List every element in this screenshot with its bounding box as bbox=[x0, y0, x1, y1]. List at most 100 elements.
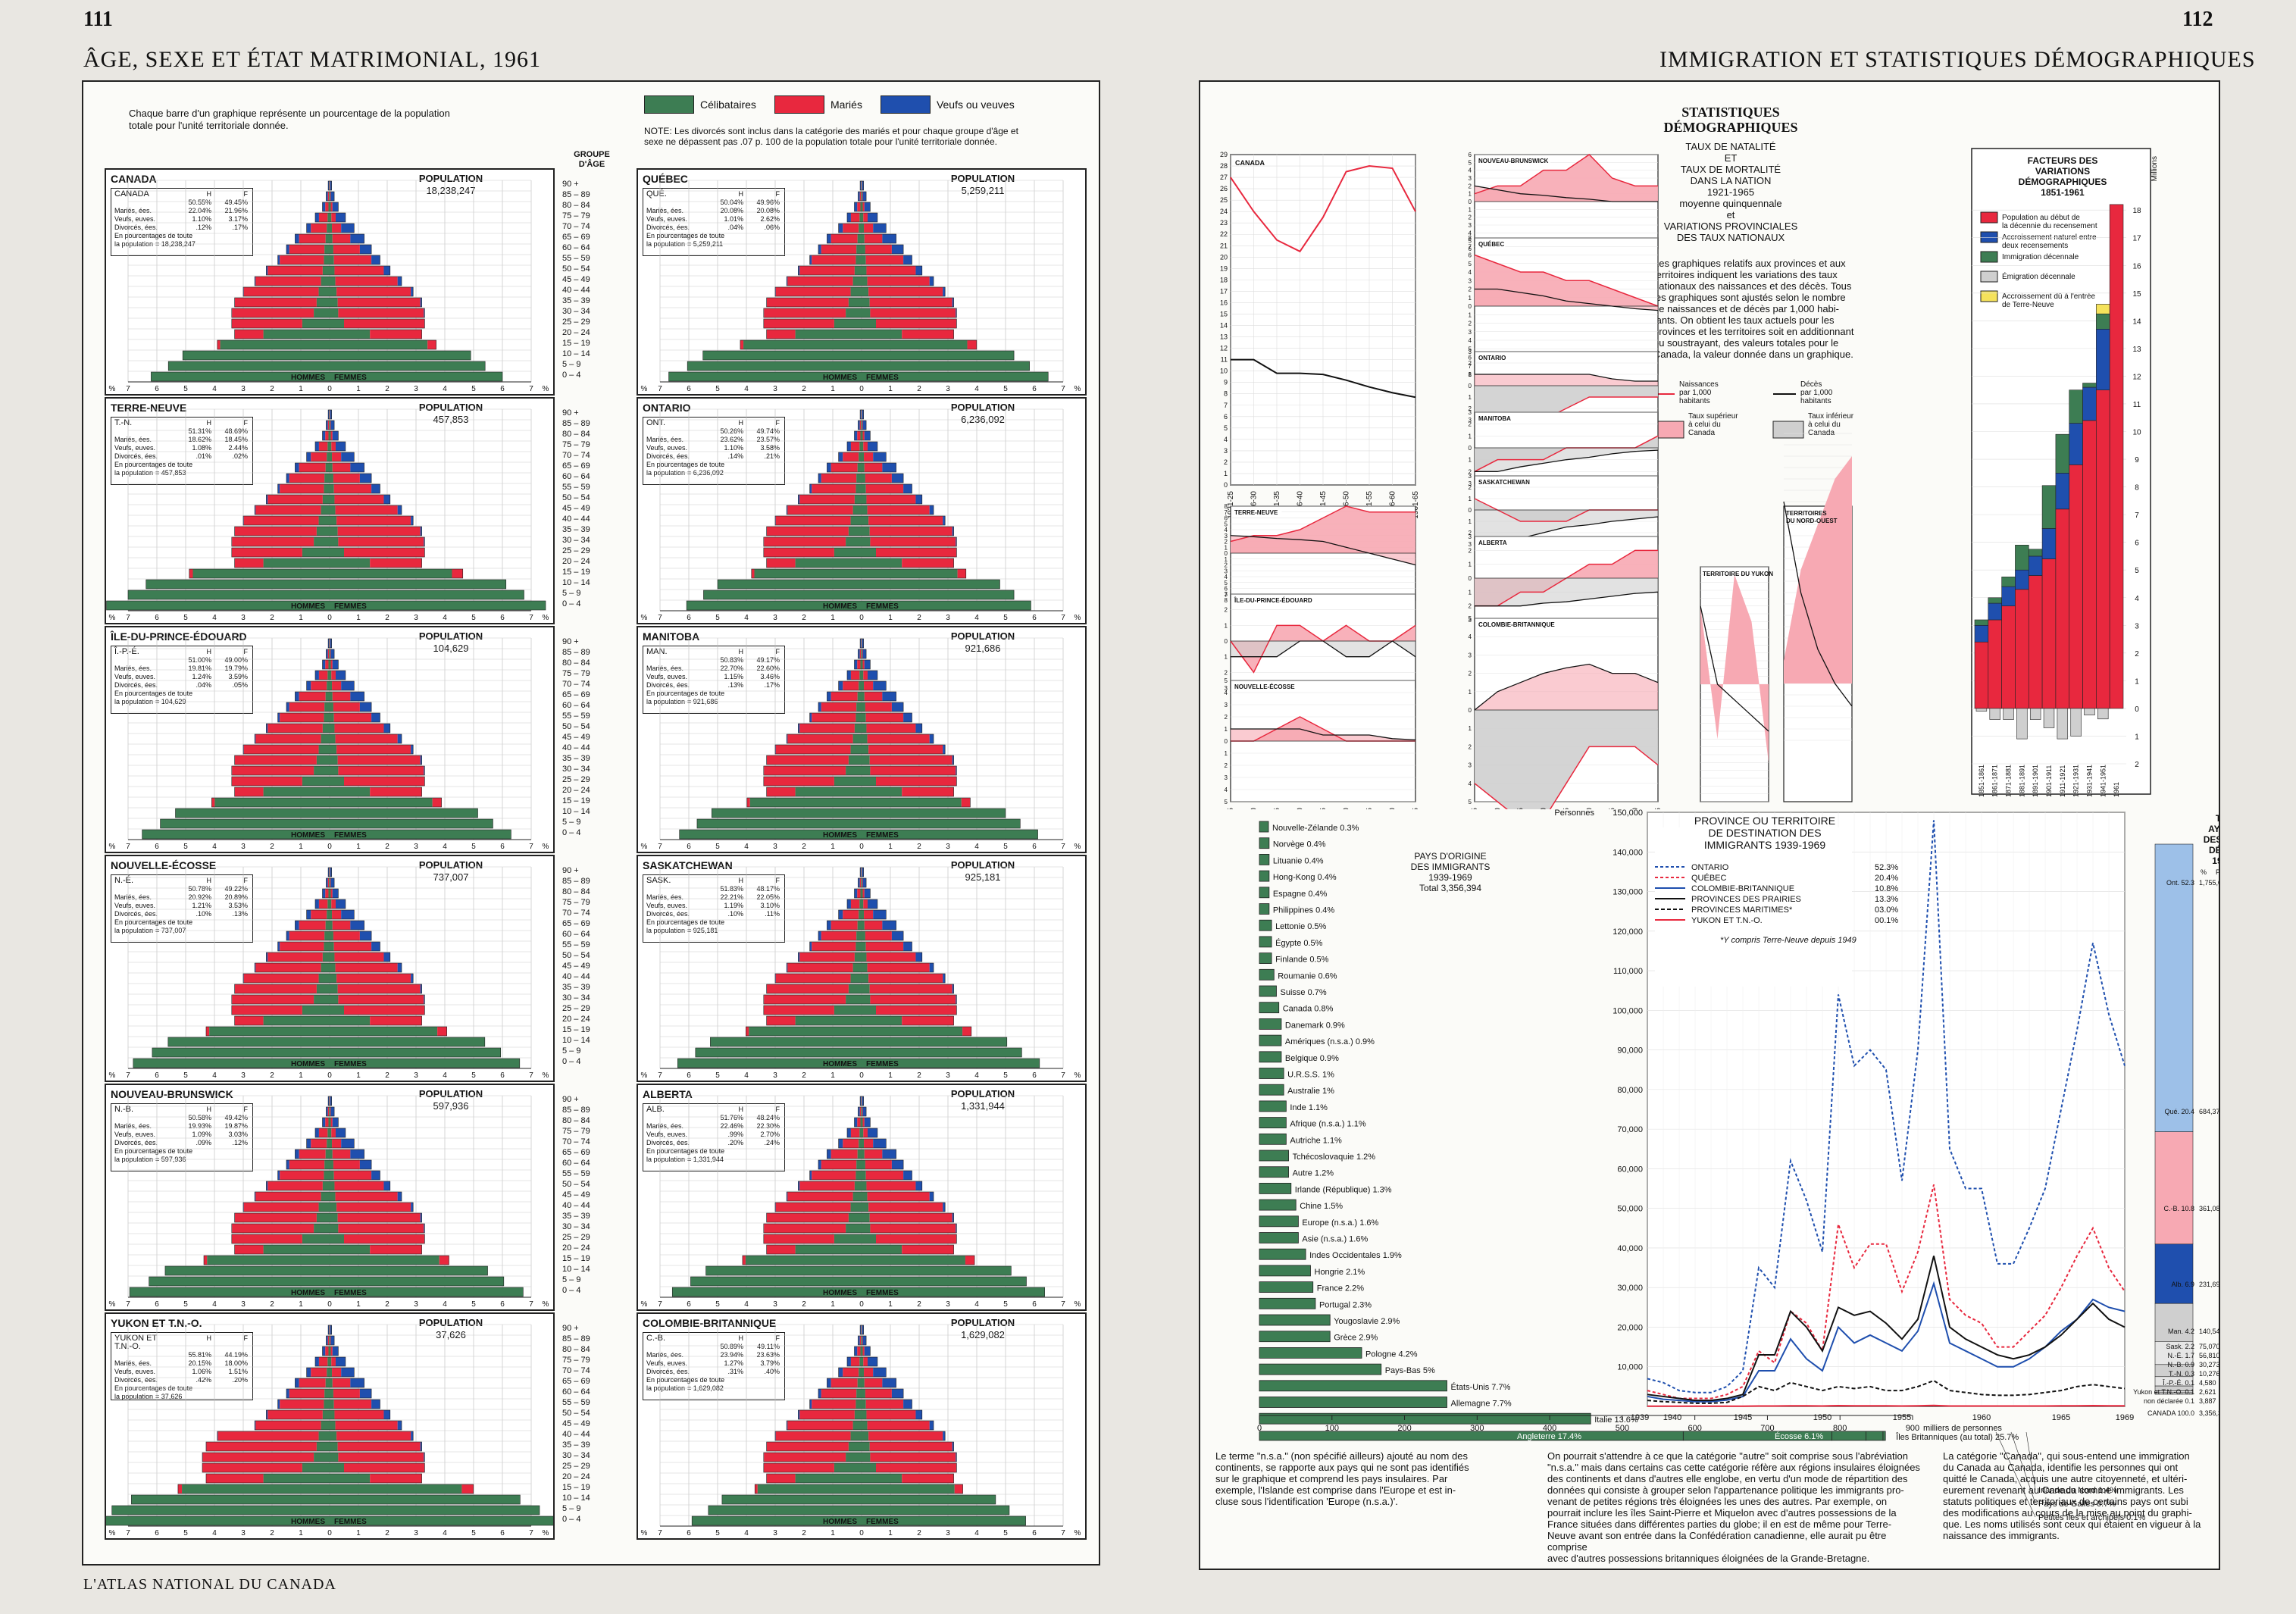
h-pct: 50.89% bbox=[720, 1343, 743, 1350]
age-label: 85 – 89 bbox=[562, 190, 590, 199]
women-married-bar bbox=[862, 192, 863, 201]
bar-outline bbox=[131, 1494, 521, 1505]
women-married-bar bbox=[866, 952, 916, 962]
bar-outline bbox=[314, 1356, 346, 1367]
age-tick bbox=[1087, 264, 1109, 274]
men-married-bar bbox=[751, 569, 755, 578]
men-single-bar bbox=[324, 1400, 330, 1409]
men-single-bar bbox=[133, 1059, 330, 1068]
men-widowed-bar bbox=[854, 889, 858, 898]
men-single-bar bbox=[263, 1245, 330, 1254]
axis-tick-label: 5 bbox=[183, 843, 188, 851]
axis-tick-label: 4 bbox=[212, 843, 217, 851]
age-tick bbox=[1087, 482, 1109, 493]
bar-outline bbox=[234, 755, 422, 765]
pyramid-qu-bec: QUÉBEC POPULATION 5,259,211 QUÉ. H F 50.04% 49.… bbox=[637, 168, 1087, 396]
axis-tick-label: 7 bbox=[126, 1300, 130, 1309]
bar-outline bbox=[322, 202, 339, 212]
women-married-bar bbox=[330, 202, 333, 211]
men-single-bar bbox=[302, 548, 330, 557]
bar-outline bbox=[766, 1212, 954, 1223]
bar-outline bbox=[234, 984, 422, 994]
men-label: HOMMES bbox=[823, 1518, 857, 1526]
men-single-bar bbox=[302, 1234, 330, 1243]
men-single-bar bbox=[795, 330, 862, 339]
origin-label: Portugal 2.3% bbox=[1319, 1300, 1372, 1309]
men-single-bar bbox=[856, 484, 862, 493]
y-tick-label: 9 bbox=[1224, 379, 1228, 386]
age-label: 45 – 49 bbox=[562, 275, 590, 284]
men-widowed-bar bbox=[838, 681, 843, 690]
bar-outline bbox=[277, 941, 380, 952]
women-single-bar bbox=[862, 921, 865, 930]
women-married-bar bbox=[334, 1181, 384, 1190]
stat-label: Veufs, euves. bbox=[114, 1131, 156, 1138]
axis-tick-label: 1 bbox=[888, 1300, 893, 1309]
stats-desc-line: Les graphiques relatifs aux provinces et… bbox=[1653, 258, 1846, 269]
origin-label: États-Unis 7.7% bbox=[1451, 1382, 1511, 1392]
women-widowed-bar bbox=[882, 463, 896, 472]
men-widowed-bar bbox=[854, 1347, 858, 1356]
age-tick bbox=[1087, 637, 1109, 647]
y-tick-label: 21 bbox=[1220, 242, 1228, 249]
bar-outline bbox=[234, 526, 422, 536]
y-tick-label: 17 bbox=[1220, 287, 1228, 295]
y-tick-label: 4 bbox=[1469, 230, 1472, 236]
women-married-bar bbox=[864, 1139, 874, 1148]
men-married-bar bbox=[280, 1171, 324, 1180]
men-single-bar bbox=[857, 692, 862, 701]
axis-tick-label: % bbox=[1074, 385, 1081, 393]
y-tick-label: 2 bbox=[2135, 650, 2139, 658]
population-header: POPULATION bbox=[950, 630, 1015, 642]
men-married-bar bbox=[764, 766, 846, 775]
women-single-bar bbox=[862, 287, 869, 296]
men-widowed-bar bbox=[818, 931, 821, 940]
men-widowed-bar bbox=[860, 639, 862, 648]
women-single-bar bbox=[330, 787, 371, 796]
women-married-bar bbox=[869, 1213, 952, 1222]
period-label: 1951-55 bbox=[1609, 808, 1617, 809]
women-widowed-bar bbox=[397, 963, 402, 972]
women-married-bar bbox=[865, 245, 892, 254]
men-single-bar bbox=[834, 1463, 862, 1472]
women-married-bar bbox=[330, 660, 333, 669]
stat-h: .12% bbox=[196, 224, 211, 231]
y-tick-label: 4 bbox=[1224, 436, 1228, 443]
axis-tick-label: 4 bbox=[443, 1071, 447, 1080]
age-label: 50 – 54 bbox=[562, 1409, 590, 1418]
men-married-bar bbox=[243, 974, 319, 983]
nwt-label: TERRITOIRES bbox=[1786, 510, 1827, 517]
age-label: 60 – 64 bbox=[562, 243, 590, 252]
men-married-bar bbox=[831, 692, 858, 701]
age-label: 65 – 69 bbox=[562, 461, 590, 471]
decade-label: 1861-1871 bbox=[1991, 765, 1999, 797]
men-single-bar bbox=[848, 527, 862, 536]
men-married-bar bbox=[766, 298, 849, 307]
totals-row-label: CANADA 100.0 bbox=[2147, 1409, 2194, 1417]
men-widowed-bar bbox=[860, 1325, 862, 1334]
footnote-line: pourrait inclure les îles Saint-Pierre e… bbox=[1547, 1507, 1897, 1519]
province-rate-label: ÎLE-DU-PRINCE-ÉDOUARD bbox=[1234, 597, 1312, 604]
women-widowed-bar bbox=[862, 1325, 864, 1334]
women-single-bar bbox=[330, 899, 332, 909]
men-widowed-bar bbox=[322, 1347, 326, 1356]
f-label: F bbox=[243, 648, 249, 655]
pct-note: En pourcentages de toute bbox=[114, 690, 193, 697]
origin-bar bbox=[1259, 1199, 1297, 1211]
axis-tick-label: 5 bbox=[715, 385, 720, 393]
men-widowed-bar bbox=[295, 1378, 299, 1387]
women-widowed-bar bbox=[359, 1160, 372, 1169]
population-header: POPULATION bbox=[418, 402, 483, 413]
axis-tick-label: 6 bbox=[500, 843, 505, 851]
men-widowed-bar bbox=[847, 1357, 851, 1366]
women-single-bar bbox=[862, 516, 869, 525]
age-label: 15 – 19 bbox=[562, 1025, 590, 1034]
stat-row-divorced: Divorcés, ées. .10% .13% bbox=[114, 910, 249, 918]
bar-outline bbox=[306, 223, 355, 233]
age-label: 70 – 74 bbox=[562, 909, 590, 918]
women-widowed-bar bbox=[420, 527, 422, 536]
origin-title-line: 1939-1969 bbox=[1428, 872, 1472, 883]
x-tick-label: 1940 bbox=[1663, 1413, 1681, 1422]
men-single-bar bbox=[318, 1431, 330, 1440]
y-tick-label: 3 bbox=[1469, 762, 1472, 769]
